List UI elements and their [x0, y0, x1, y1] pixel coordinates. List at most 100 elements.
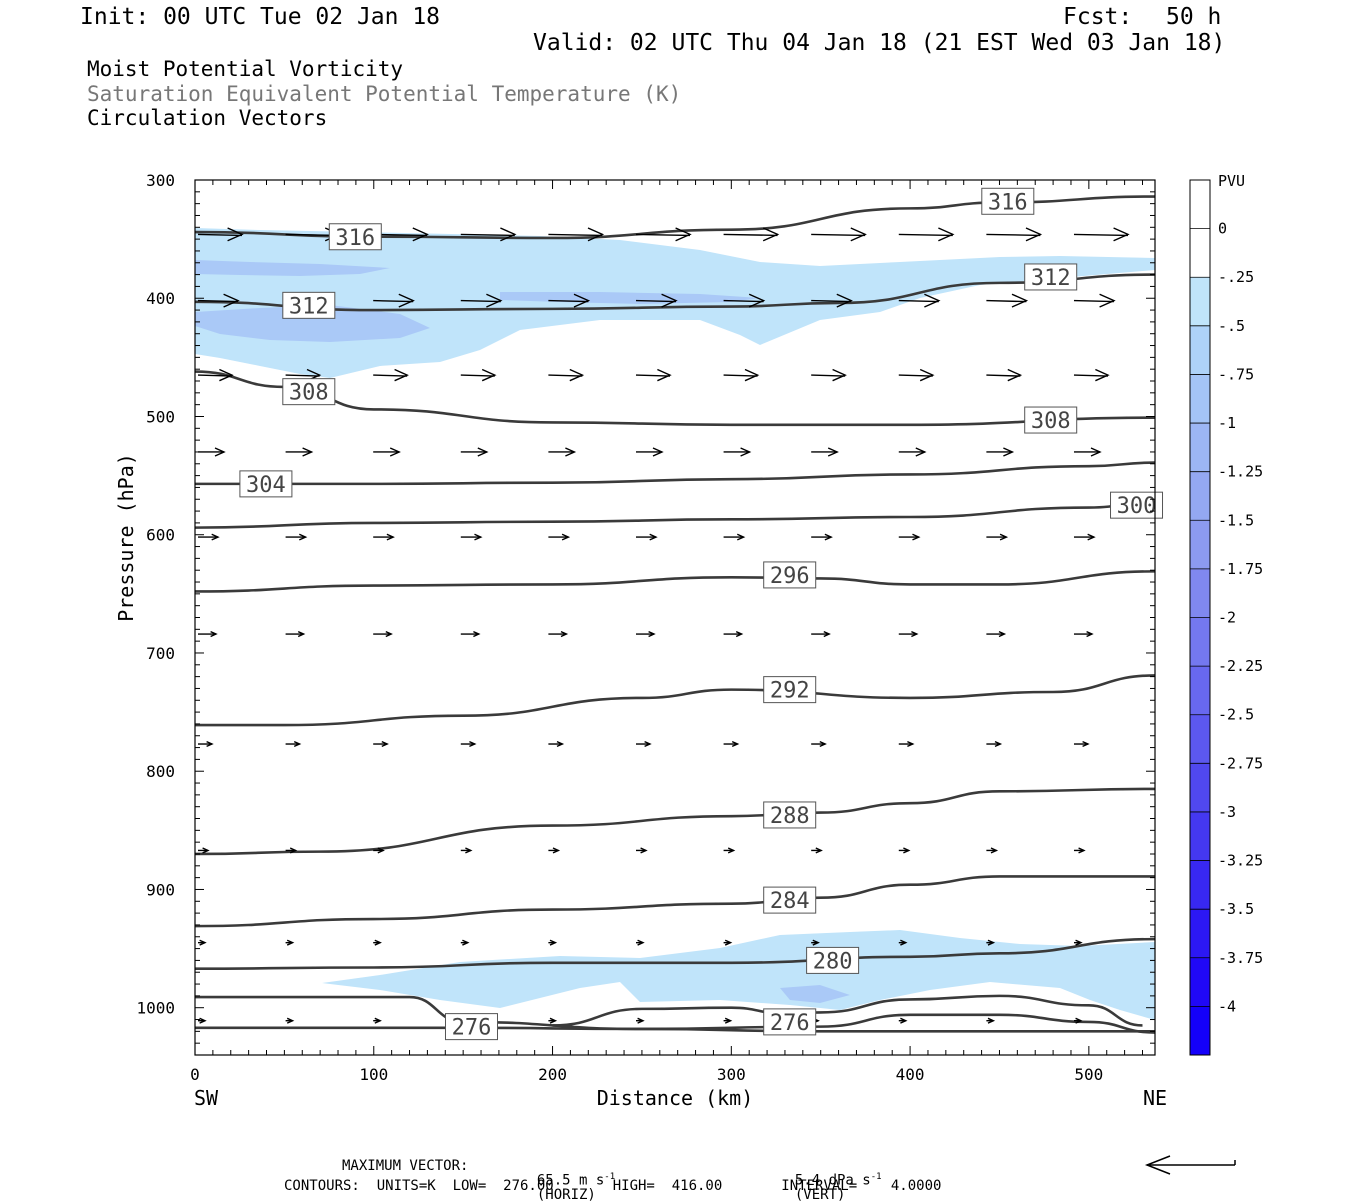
theta-es-contour-296 [195, 570, 1155, 593]
circulation-vector [1073, 1017, 1083, 1024]
circulation-vector [811, 533, 833, 541]
theta-es-contour-284 [195, 875, 1155, 928]
y-tick-label: 500 [146, 407, 175, 426]
circulation-vector [635, 1017, 645, 1024]
y-tick-label: 800 [146, 762, 175, 781]
svg-text:280: 280 [813, 949, 853, 974]
y-tick-label: 600 [146, 526, 175, 545]
colorbar-label: -2.25 [1218, 657, 1263, 675]
circulation-vector [285, 1017, 295, 1024]
circulation-vector [197, 368, 234, 382]
svg-text:288: 288 [770, 804, 810, 829]
max-vector-label: MAXIMUM VECTOR: [342, 1158, 469, 1174]
circulation-vector [986, 631, 1007, 638]
colorbar-label: -2.5 [1218, 706, 1254, 724]
colorbar-label: -.75 [1218, 365, 1254, 383]
circulation-vector [197, 293, 240, 308]
circulation-vector [898, 368, 935, 382]
circulation-vector [373, 847, 385, 854]
circulation-vector [986, 227, 1043, 242]
circulation-vector [1073, 227, 1130, 242]
colorbar-label: -1.5 [1218, 511, 1254, 529]
colorbar-swatch [1190, 568, 1210, 618]
contour-info: CONTOURS: UNITS=K LOW= 276.00 HIGH= 416.… [284, 1178, 942, 1194]
colorbar-label: -1.25 [1218, 463, 1263, 481]
circulation-vector [811, 847, 823, 854]
circulation-vector [723, 227, 780, 242]
colorbar-swatch [1190, 617, 1210, 667]
colorbar-label: -.25 [1218, 268, 1254, 286]
x-tick-label: 500 [1074, 1065, 1103, 1084]
svg-text:276: 276 [452, 1016, 492, 1041]
circulation-vector [197, 227, 244, 242]
circulation-vector [285, 939, 295, 946]
circulation-vector [548, 447, 577, 457]
contour-label-316: 316 [328, 223, 382, 251]
x-tick-label: 300 [717, 1065, 746, 1084]
circulation-vector [986, 447, 1015, 457]
svg-text:276: 276 [770, 1011, 810, 1036]
circulation-vector [285, 847, 298, 854]
colorbar-swatch [1190, 471, 1210, 521]
circulation-vector [460, 368, 497, 382]
contour-label-316: 316 [981, 187, 1035, 215]
circulation-vector [285, 631, 306, 638]
circulation-vector [898, 631, 919, 638]
circulation-vector [635, 533, 658, 541]
circulation-vector [460, 293, 503, 308]
circulation-vector [460, 740, 477, 748]
circulation-vector [635, 740, 652, 748]
svg-text:316: 316 [335, 226, 375, 251]
circulation-vector [198, 447, 226, 457]
circulation-vector [723, 1017, 733, 1024]
circulation-vector [1073, 740, 1090, 748]
circulation-vector [723, 447, 752, 457]
x-tick-label: 200 [538, 1065, 567, 1084]
svg-text:292: 292 [770, 679, 810, 704]
circulation-vector [198, 847, 210, 854]
circulation-vector [373, 293, 415, 308]
circulation-vector [548, 227, 605, 242]
circulation-vector [898, 1017, 908, 1024]
svg-text:284: 284 [770, 889, 810, 914]
colorbar-swatch [1190, 957, 1210, 1007]
circulation-vector [898, 740, 915, 748]
theta-es-contour-276 [552, 994, 1143, 1027]
circulation-vector [460, 847, 473, 854]
circulation-vector [723, 847, 736, 854]
circulation-vector [198, 939, 207, 946]
colorbar-label: -3.25 [1218, 852, 1263, 870]
forecast-hour-value: 50 h [1166, 4, 1222, 30]
circulation-vector [723, 368, 760, 382]
circulation-vector [460, 631, 481, 638]
contour-label-284: 284 [763, 886, 817, 914]
reference-vector-arrow [1144, 1155, 1236, 1175]
circulation-vector [548, 368, 585, 382]
circulation-vector [723, 293, 766, 308]
pv-region-lower-core [780, 985, 850, 1003]
circulation-vector [1073, 368, 1110, 382]
circulation-vector [460, 227, 517, 242]
contour-label-308: 308 [1024, 406, 1078, 434]
circulation-vector [1073, 939, 1083, 946]
colorbar-swatch [1190, 374, 1210, 424]
circulation-vector [548, 939, 558, 946]
colorbar-swatch [1190, 228, 1210, 278]
colorbar-swatch [1190, 860, 1210, 910]
contour-labels: 316 316 312 312 308 308 304 300 296 292 288 284 280 2… [239, 187, 1164, 1041]
circulation-vector [548, 847, 561, 854]
circulation-vector [373, 740, 389, 748]
pv-colorbar: PVU 0 -.25 -.5 -.75 -1 -1.25 -1.5 -1.75 -2 -2.25 -2… [1189, 172, 1263, 1056]
theta-es-contour-276 [195, 1013, 1155, 1034]
circulation-vector [198, 740, 214, 748]
svg-text:308: 308 [289, 381, 329, 406]
title-vectors: Circulation Vectors [87, 106, 328, 130]
colorbar-swatch [1190, 423, 1210, 473]
circulation-vector [285, 447, 314, 457]
circulation-vector [986, 293, 1029, 308]
contour-label-300: 300 [1110, 491, 1164, 519]
colorbar-label: 0 [1218, 220, 1227, 238]
svg-text:312: 312 [289, 294, 329, 319]
circulation-vector [1073, 847, 1086, 854]
circulation-vector [723, 631, 744, 638]
